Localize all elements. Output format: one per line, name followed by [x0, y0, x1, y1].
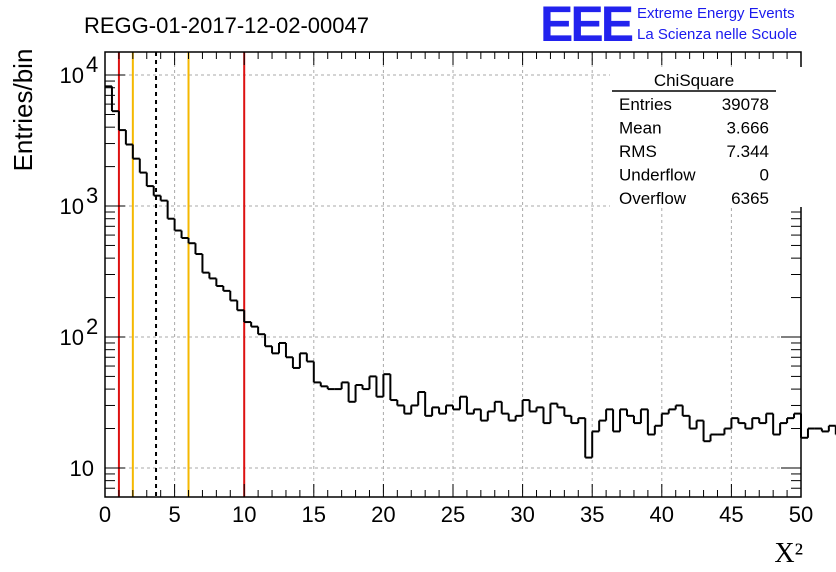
x-tick-label: 15: [302, 502, 326, 527]
stats-row-value: 3.666: [726, 119, 769, 138]
chart-title: REGG-01-2017-12-02-00047: [84, 13, 369, 38]
stats-row-label: Overflow: [619, 189, 687, 208]
marker-lines: [117, 52, 246, 497]
y-tick-label: 10: [60, 325, 84, 350]
x-tick-label: 20: [371, 502, 395, 527]
stats-rows: Entries 39078 Mean 3.666 RMS 7.344 Underflow 0 O…: [619, 95, 769, 208]
stats-row-value: 6365: [731, 189, 769, 208]
stats-row-label: Underflow: [619, 166, 696, 185]
x-tick-label: 50: [789, 502, 813, 527]
eee-logo: EEE: [540, 0, 636, 52]
x-tick-label: 5: [168, 502, 180, 527]
stats-title: ChiSquare: [654, 71, 734, 90]
eee-logo-text: EEE: [540, 0, 633, 52]
x-axis: 0 5 10 15 20 25 30 35 40 45 50: [99, 52, 813, 527]
x-tick-label: 45: [719, 502, 743, 527]
x-tick-label: 10: [232, 502, 256, 527]
y-tick-exponent: 3: [86, 183, 98, 208]
x-tick-label: 35: [580, 502, 604, 527]
y-tick-label: 10: [60, 63, 84, 88]
brand-line-1: Extreme Energy Events: [637, 5, 795, 22]
histogram-series: [105, 85, 836, 459]
y-axis-label: Entries/bin: [8, 49, 38, 172]
stats-row-label: Mean: [619, 119, 662, 138]
stats-box: ChiSquare Entries 39078 Mean 3.666 RMS 7.344 U…: [610, 67, 806, 208]
stats-row-value: 0: [760, 166, 769, 185]
stats-row-value: 39078: [722, 95, 769, 114]
y-tick-exponent: 2: [86, 314, 98, 339]
x-axis-label: X²: [774, 538, 803, 569]
stats-row-value: 7.344: [726, 142, 769, 161]
brand-line-2: La Scienza nelle Scuole: [637, 26, 797, 43]
y-tick-label: 10: [60, 194, 84, 219]
stats-row-label: Entries: [619, 95, 672, 114]
stats-row-label: RMS: [619, 142, 657, 161]
y-tick-label: 10: [70, 456, 94, 481]
x-tick-label: 40: [650, 502, 674, 527]
y-tick-exponent: 4: [86, 52, 98, 77]
x-tick-label: 0: [99, 502, 111, 527]
x-tick-label: 25: [441, 502, 465, 527]
x-tick-label: 30: [510, 502, 534, 527]
